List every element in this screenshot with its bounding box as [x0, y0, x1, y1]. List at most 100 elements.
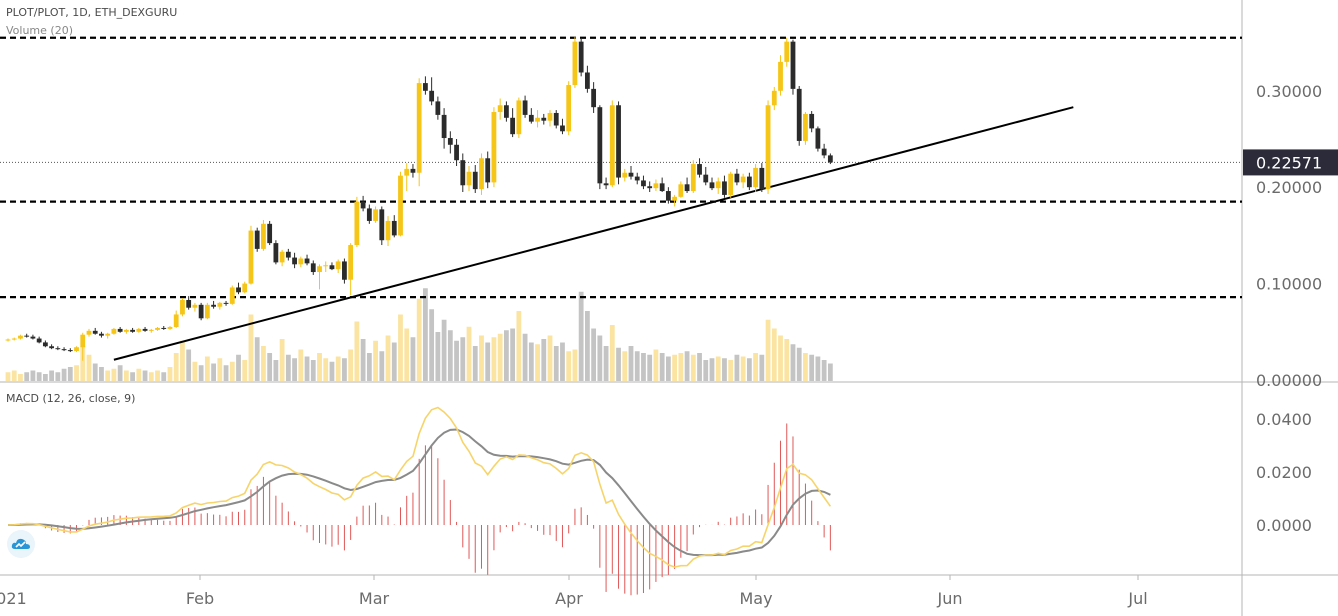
volume-bar	[485, 342, 491, 381]
candle	[709, 177, 715, 191]
candle-body	[335, 261, 341, 270]
volume-bar	[784, 339, 790, 381]
volume-bar	[398, 314, 403, 381]
candle-body	[447, 138, 453, 145]
volume-bar	[379, 351, 385, 381]
candle	[74, 346, 79, 353]
volume-bar	[659, 353, 665, 381]
candle-body	[99, 333, 104, 336]
candle	[267, 220, 273, 246]
volume-bar	[466, 326, 472, 381]
candle	[460, 153, 466, 193]
candle	[42, 340, 48, 348]
candle	[248, 225, 254, 285]
candle	[771, 86, 777, 111]
candle	[254, 227, 260, 252]
candle-body	[111, 328, 117, 334]
candle-body	[784, 41, 790, 62]
candle-body	[659, 183, 665, 192]
candle	[504, 101, 509, 122]
candle-body	[198, 304, 204, 319]
volume-bar	[292, 358, 297, 381]
volume-bar	[722, 358, 727, 381]
candle-body	[373, 209, 378, 221]
volume-bar	[5, 372, 11, 381]
candle	[304, 254, 310, 266]
candle-body	[329, 265, 335, 270]
volume-bar	[285, 354, 291, 381]
candle-body	[323, 265, 329, 267]
volume-bar	[647, 354, 653, 381]
candle	[591, 82, 597, 113]
candle	[285, 248, 291, 261]
volume-bar	[18, 374, 23, 381]
candle	[672, 194, 678, 207]
candle-body	[142, 328, 148, 331]
macd-pane: 0.0400 0.0200 0.0000	[7, 406, 1312, 596]
volume-bar	[223, 365, 229, 381]
volume-bar	[92, 363, 98, 381]
candle-body	[535, 117, 540, 122]
candle	[86, 328, 92, 337]
volume-bar	[504, 330, 509, 381]
candles	[5, 36, 833, 361]
price-tick-label: 0.30000	[1256, 82, 1322, 101]
candle-body	[466, 171, 472, 186]
candle-body	[609, 105, 615, 186]
candle-body	[404, 168, 410, 176]
candle	[279, 249, 285, 267]
volume-bar	[30, 370, 36, 381]
price-tick-label: 0.10000	[1256, 275, 1322, 294]
candle	[36, 336, 42, 344]
current-price-tag	[1243, 149, 1338, 176]
candle	[827, 153, 833, 165]
candle-body	[572, 41, 578, 86]
volume-bar	[759, 354, 765, 381]
candle	[80, 332, 86, 361]
candle	[373, 206, 378, 223]
candle	[148, 328, 154, 333]
candle	[292, 252, 297, 269]
candle	[261, 219, 266, 251]
volume-bar	[516, 311, 522, 381]
candle-body	[497, 105, 503, 113]
candle	[429, 77, 435, 106]
candle	[180, 298, 185, 317]
volume-bar	[49, 370, 55, 381]
candle	[535, 110, 540, 128]
candle-body	[167, 326, 173, 329]
volume-bar	[597, 335, 603, 381]
candle-body	[261, 223, 266, 249]
candle-body	[211, 304, 216, 307]
candle	[572, 36, 578, 88]
candle-body	[317, 266, 322, 273]
candle	[485, 151, 491, 189]
volume-bar	[522, 333, 528, 381]
time-tick-label: May	[739, 589, 772, 608]
volume-bar	[472, 346, 478, 381]
candle-body	[803, 113, 808, 141]
candle	[198, 302, 204, 321]
volume-bar	[61, 368, 67, 381]
candle-body	[186, 299, 192, 308]
candle	[192, 302, 198, 312]
macd-indicator-title: MACD (12, 26, close, 9)	[6, 392, 136, 405]
tradingview-cloud-icon[interactable]	[7, 530, 35, 558]
volume-bar	[42, 374, 48, 381]
volume-bar	[641, 353, 646, 381]
volume-bar	[11, 370, 17, 381]
candle	[173, 310, 179, 328]
candle	[242, 281, 248, 294]
candle-body	[690, 164, 696, 192]
candle	[155, 326, 160, 331]
candle-body	[279, 251, 285, 263]
volume-bar	[317, 353, 322, 381]
volume-bar	[192, 361, 198, 381]
candle-body	[547, 112, 553, 121]
volume-bar	[204, 356, 210, 381]
candle-body	[161, 327, 167, 329]
price-axis: 0.30000 0.20000 0.10000 0.00000 0.22571	[1243, 82, 1338, 390]
volume-bar	[180, 340, 185, 381]
candle	[472, 165, 478, 193]
